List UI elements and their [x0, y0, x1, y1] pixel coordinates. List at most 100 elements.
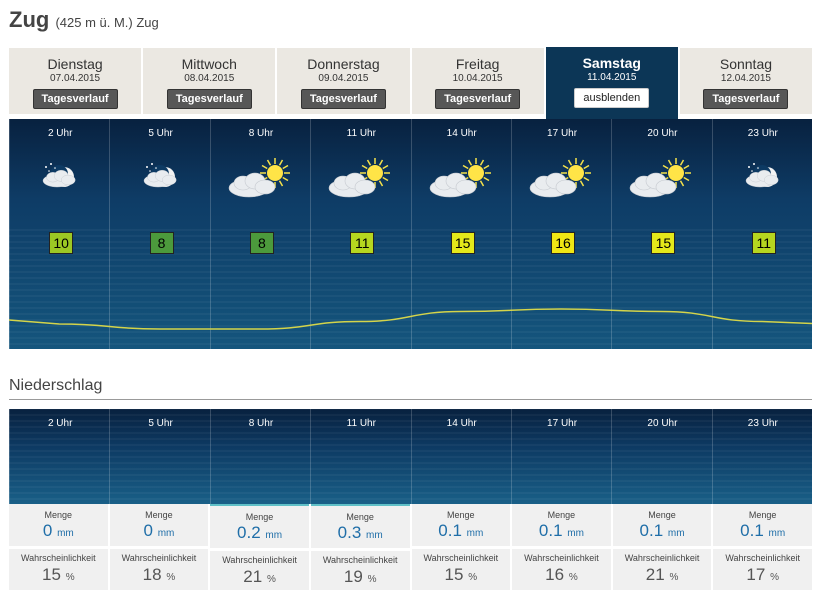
hour-label: 20 Uhr: [647, 418, 678, 429]
hour-label: 8 Uhr: [248, 418, 274, 429]
amount-unit: mm: [265, 530, 283, 541]
day-detail-button[interactable]: Tagesverlauf: [435, 89, 521, 109]
probability-unit: %: [266, 574, 276, 585]
sun-cloud-icon: [630, 158, 692, 198]
amount-label: Menge: [547, 510, 576, 520]
temperature-badge: 8: [249, 232, 274, 254]
precipitation-column: 17 Uhr: [510, 409, 612, 504]
hour-label: 23 Uhr: [747, 128, 778, 139]
precipitation-stat-cell: Menge 0.1 mm Wahrscheinlichkeit 21 %: [612, 504, 712, 590]
hour-label: 11 Uhr: [346, 128, 376, 139]
precipitation-column: 5 Uhr: [109, 409, 210, 504]
hour-label: 17 Uhr: [547, 418, 578, 429]
day-tab-dienstag[interactable]: Dienstag 07.04.2015 Tagesverlauf: [9, 48, 142, 114]
probability-value: 15: [444, 565, 464, 584]
precipitation-column: 11 Uhr: [310, 409, 411, 504]
amount-unit: mm: [768, 528, 786, 539]
hour-label: 2 Uhr: [47, 418, 73, 429]
day-date: 11.04.2015: [587, 72, 637, 83]
precipitation-column: 8 Uhr: [209, 409, 311, 504]
day-name: Samstag: [582, 55, 641, 71]
forecast-column: 23 Uhr 11: [711, 119, 812, 349]
temperature-badge: 10: [49, 232, 74, 254]
day-date: 08.04.2015: [184, 73, 235, 84]
day-tab-freitag[interactable]: Freitag 10.04.2015 Tagesverlauf: [411, 48, 544, 114]
hour-label: 2 Uhr: [47, 128, 73, 139]
probability-value: 16: [545, 565, 565, 584]
day-detail-button[interactable]: Tagesverlauf: [703, 89, 789, 109]
amount-label: Menge: [245, 512, 274, 522]
day-detail-button[interactable]: Tagesverlauf: [300, 89, 386, 109]
amount-value: 0.1: [438, 521, 462, 540]
probability-value: 19: [343, 567, 363, 586]
probability-value: 17: [746, 565, 766, 584]
day-detail-button[interactable]: Tagesverlauf: [32, 89, 118, 109]
forecast-column: 5 Uhr 8: [109, 119, 210, 349]
temperature-badge: 15: [450, 232, 475, 254]
day-tab-mittwoch[interactable]: Mittwoch 08.04.2015 Tagesverlauf: [143, 48, 276, 114]
probability-label: Wahrscheinlichkeit: [725, 553, 801, 563]
precipitation-stat-cell: Menge 0.1 mm Wahrscheinlichkeit 15 %: [411, 504, 511, 590]
amount-label: Menge: [346, 512, 374, 522]
temperature-badge: 15: [651, 232, 676, 254]
precipitation-stat-cell: Menge 0.3 mm Wahrscheinlichkeit 19 %: [310, 504, 410, 590]
cell-divider: [210, 548, 309, 551]
day-tab-samstag[interactable]: Samstag 11.04.2015 ausblenden: [545, 47, 678, 119]
temperature-curve: [9, 308, 812, 330]
probability-value: 15: [42, 565, 61, 584]
probability-label: Wahrscheinlichkeit: [624, 553, 700, 563]
day-detail-button[interactable]: Tagesverlauf: [166, 89, 252, 109]
precipitation-stat-cell: Menge 0.1 mm Wahrscheinlichkeit 16 %: [512, 504, 611, 590]
temperature-line: [9, 308, 812, 330]
day-date: 12.04.2015: [720, 73, 771, 84]
precipitation-column: 23 Uhr: [711, 409, 812, 504]
amount-value: 0.1: [538, 521, 563, 540]
day-date: 09.04.2015: [318, 73, 369, 84]
probability-unit: %: [468, 572, 478, 583]
amount-value: 0.3: [337, 523, 362, 542]
background-stripes: [9, 409, 812, 504]
hour-label: 5 Uhr: [148, 128, 173, 139]
amount-value: 0.2: [237, 523, 261, 542]
sun-cloud-icon: [429, 158, 491, 198]
day-tab-donnerstag[interactable]: Donnerstag 09.04.2015 Tagesverlauf: [277, 48, 410, 114]
amount-unit: mm: [466, 528, 484, 539]
hour-label: 14 Uhr: [446, 128, 477, 139]
probability-label: Wahrscheinlichkeit: [222, 555, 297, 565]
day-name: Donnerstag: [307, 56, 380, 72]
forecast-column: 8 Uhr 8: [209, 119, 311, 349]
sun-cloud-icon: [329, 158, 391, 198]
precipitation-panel: 2 Uhr 5 Uhr 8 Uhr 11 Uhr 14 Uhr 17 Uhr 20 Uhr 2…: [9, 409, 812, 504]
precipitation-stat-cell: Menge 0 mm Wahrscheinlichkeit 15 %: [9, 504, 108, 590]
cell-divider: [512, 546, 611, 549]
hour-label: 17 Uhr: [547, 128, 578, 139]
probability-value: 21: [243, 567, 263, 586]
hour-label: 20 Uhr: [647, 128, 678, 139]
city-name: Zug: [9, 7, 50, 32]
amount-label: Menge: [44, 510, 73, 520]
hide-button[interactable]: ausblenden: [574, 88, 650, 108]
precipitation-column: 14 Uhr: [410, 409, 512, 504]
amount-value: 0.1: [740, 521, 764, 540]
day-name: Dienstag: [47, 56, 103, 72]
amount-value: 0: [143, 521, 153, 540]
probability-label: Wahrscheinlichkeit: [20, 553, 96, 563]
hour-label: 5 Uhr: [148, 418, 173, 429]
forecast-column: 11 Uhr 11: [310, 119, 411, 349]
sun-cloud-icon: [529, 158, 592, 198]
moon-cloud-icon: [42, 163, 76, 188]
location-subtitle: (425 m ü. M.) Zug: [55, 15, 159, 30]
temperature-badge: 11: [751, 232, 776, 254]
amount-value: 0: [42, 521, 53, 540]
moon-cloud-icon: [143, 163, 176, 188]
precipitation-column: 20 Uhr: [611, 409, 712, 504]
hour-label: 11 Uhr: [346, 418, 376, 429]
hour-label: 23 Uhr: [747, 418, 778, 429]
probability-label: Wahrscheinlichkeit: [121, 553, 197, 563]
amount-unit: mm: [667, 528, 685, 539]
probability-unit: %: [166, 572, 176, 583]
forecast-column: 20 Uhr 15: [611, 119, 712, 349]
day-tab-sonntag[interactable]: Sonntag 12.04.2015 Tagesverlauf: [679, 48, 813, 114]
amount-label: Menge: [447, 510, 475, 520]
page-title: Zug (425 m ü. M.) Zug: [9, 7, 159, 33]
